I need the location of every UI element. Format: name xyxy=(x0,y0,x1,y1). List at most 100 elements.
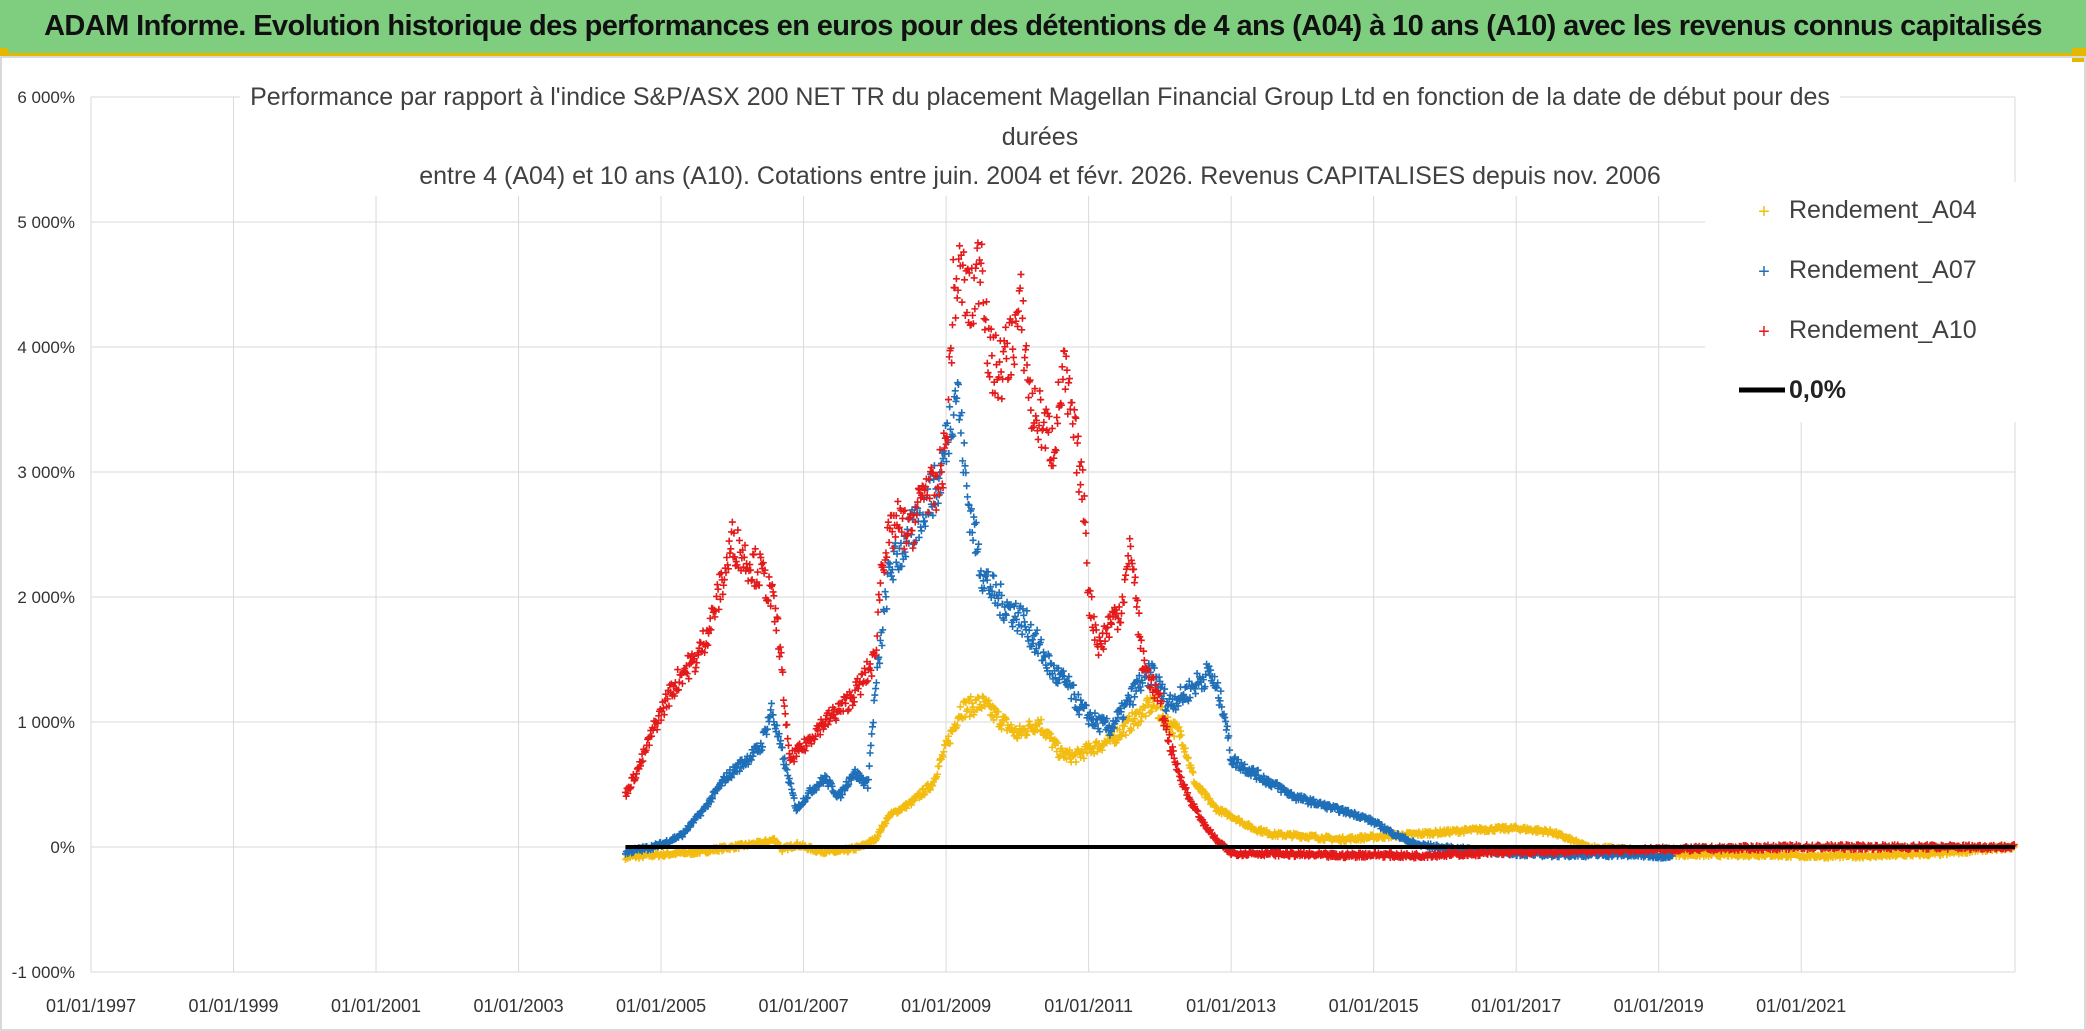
data-point-a10 xyxy=(998,395,1006,403)
data-point-a10 xyxy=(1150,674,1158,682)
data-point-a10 xyxy=(1103,629,1111,637)
data-point-a07 xyxy=(1161,685,1169,693)
data-point-a10 xyxy=(880,568,888,576)
data-point-a10 xyxy=(895,523,903,531)
data-point-a10 xyxy=(1002,355,1010,363)
data-point-a10 xyxy=(1124,552,1132,560)
data-point-a10 xyxy=(758,560,766,568)
data-point-a10 xyxy=(825,707,833,715)
data-point-a10 xyxy=(779,668,787,676)
data-point-a10 xyxy=(1006,315,1014,323)
data-point-a10 xyxy=(914,498,922,506)
data-point-a04 xyxy=(1054,739,1062,747)
data-point-a10 xyxy=(780,702,788,710)
data-point-a10 xyxy=(866,660,874,668)
data-point-a10 xyxy=(1026,376,1034,384)
data-point-a10 xyxy=(1059,375,1067,383)
data-point-a10 xyxy=(1049,462,1057,470)
data-point-a07 xyxy=(958,409,966,417)
data-point-a04 xyxy=(969,703,977,711)
data-point-a10 xyxy=(975,300,983,308)
data-point-a04 xyxy=(953,721,961,729)
data-point-a07 xyxy=(758,746,766,754)
data-point-a07 xyxy=(1129,701,1137,709)
data-point-a10 xyxy=(1137,636,1145,644)
data-point-a10 xyxy=(731,553,739,561)
data-point-a10 xyxy=(969,311,977,319)
y-tick-label: 1 000% xyxy=(17,713,75,732)
data-point-a10 xyxy=(784,735,792,743)
data-point-a10 xyxy=(683,670,691,678)
data-point-a04 xyxy=(1184,754,1192,762)
data-point-a10 xyxy=(1115,603,1123,611)
data-point-a10 xyxy=(933,471,941,479)
data-point-a10 xyxy=(884,518,892,526)
data-point-a10 xyxy=(980,315,988,323)
data-point-a07 xyxy=(868,730,876,738)
axis-labels: -1 000%0%1 000%2 000%3 000%4 000%5 000%6… xyxy=(12,88,1847,1016)
data-point-a10 xyxy=(777,649,785,657)
data-point-a10 xyxy=(824,721,832,729)
data-point-a10 xyxy=(1032,412,1040,420)
data-point-a10 xyxy=(1133,603,1141,611)
data-point-a04 xyxy=(985,696,993,704)
data-point-a07 xyxy=(1002,611,1010,619)
data-point-a10 xyxy=(747,566,755,574)
data-point-a10 xyxy=(963,308,971,316)
data-point-a10 xyxy=(1127,542,1135,550)
data-point-a07 xyxy=(871,691,879,699)
data-point-a10 xyxy=(925,475,933,483)
data-point-a10 xyxy=(734,526,742,534)
data-point-a10 xyxy=(942,440,950,448)
data-point-a10 xyxy=(994,394,1002,402)
y-tick-label: 0% xyxy=(50,838,75,857)
data-point-a10 xyxy=(969,320,977,328)
data-point-a10 xyxy=(1042,405,1050,413)
data-point-a10 xyxy=(765,573,773,581)
data-point-a10 xyxy=(751,545,759,553)
chart-title-line-1: Performance par rapport à l'indice S&P/A… xyxy=(250,83,1830,111)
data-point-a10 xyxy=(1018,314,1026,322)
data-point-a10 xyxy=(965,269,973,277)
data-point-a10 xyxy=(723,553,731,561)
data-point-a07 xyxy=(977,567,985,575)
data-point-a10 xyxy=(1152,681,1160,689)
data-point-a10 xyxy=(1082,529,1090,537)
chart-title-background xyxy=(240,74,1840,196)
data-point-a07 xyxy=(1131,693,1139,701)
data-point-a07 xyxy=(1033,626,1041,634)
data-point-a07 xyxy=(984,568,992,576)
data-point-a10 xyxy=(857,691,865,699)
data-point-a04 xyxy=(1002,715,1010,723)
data-point-a10 xyxy=(952,275,960,283)
data-point-a07 xyxy=(864,784,872,792)
data-point-a07 xyxy=(1020,611,1028,619)
data-point-a07 xyxy=(963,482,971,490)
data-point-a10 xyxy=(674,666,682,674)
data-point-a10 xyxy=(645,741,653,749)
data-point-a07 xyxy=(955,416,963,424)
data-point-a10 xyxy=(1016,284,1024,292)
data-point-a10 xyxy=(983,359,991,367)
data-point-a10 xyxy=(1053,413,1061,421)
chart-title-block: Performance par rapport à l'indice S&P/A… xyxy=(240,74,1840,196)
data-point-a10 xyxy=(978,240,986,248)
data-point-a07 xyxy=(929,511,937,519)
data-point-a10 xyxy=(1128,560,1136,568)
data-point-a10 xyxy=(774,615,782,623)
data-point-a10 xyxy=(904,530,912,538)
data-point-a10 xyxy=(947,344,955,352)
legend: + Rendement_A04 + Rendement_A07 + Rendem… xyxy=(1705,182,2017,422)
x-tick-label: 01/01/2001 xyxy=(331,996,421,1016)
data-point-a10 xyxy=(955,255,963,263)
data-point-a10 xyxy=(722,569,730,577)
data-point-a10 xyxy=(735,536,743,544)
data-point-a10 xyxy=(1048,424,1056,432)
data-point-a10 xyxy=(768,581,776,589)
data-point-a10 xyxy=(1173,760,1181,768)
data-point-a07 xyxy=(763,725,771,733)
data-point-a10 xyxy=(639,757,647,765)
data-point-a10 xyxy=(912,503,920,511)
data-point-a07 xyxy=(1096,728,1104,736)
data-point-a07 xyxy=(998,591,1006,599)
